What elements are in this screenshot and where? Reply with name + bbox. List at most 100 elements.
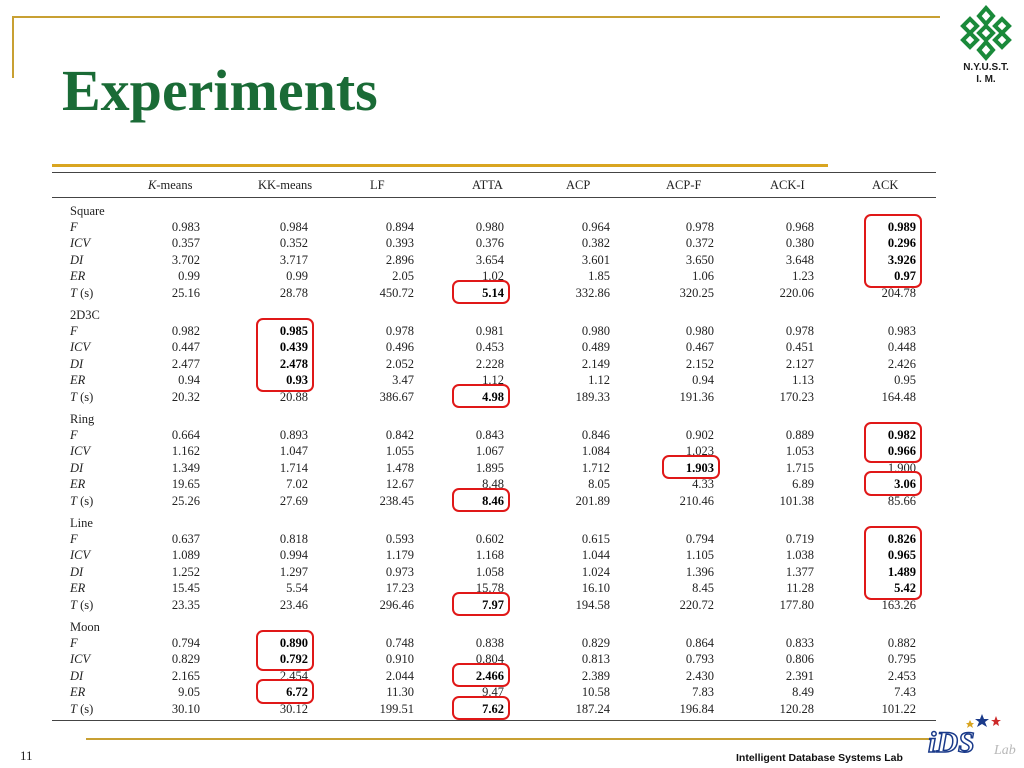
table-cell: 0.447 (171, 340, 200, 355)
table-cell: 4.98 (482, 389, 504, 404)
table-cell: 3.717 (279, 252, 308, 267)
metric-label: ER (70, 269, 86, 284)
table-cell: 10.58 (581, 685, 610, 700)
table-cell: 0.894 (385, 220, 414, 234)
table-cell: 0.982 (171, 324, 200, 338)
table-cell: 0.93 (286, 373, 308, 388)
table-cell: 2.478 (279, 356, 308, 371)
table-cell: 194.58 (575, 597, 610, 612)
table-cell: 2.391 (785, 668, 814, 683)
slide-title: Experiments (62, 58, 378, 123)
metric-label: T (s) (70, 597, 94, 612)
table-cell: 20.88 (279, 389, 308, 404)
table-cell: 0.453 (475, 340, 504, 355)
table-cell: 2.05 (392, 269, 414, 284)
table-cell: 0.372 (685, 236, 714, 251)
logo-text-line2: I. M. (976, 74, 996, 85)
table-cell: 0.489 (581, 340, 610, 355)
best-value-highlight (662, 454, 720, 480)
table-cell: 1.084 (581, 444, 610, 459)
table-cell: 5.42 (894, 581, 916, 596)
table-cell: 7.62 (482, 701, 504, 716)
metric-label: DI (70, 460, 84, 475)
table-cell: 0.989 (887, 220, 916, 234)
table-row: T (s) 30.10 30.12 199.51 7.62 187.24 196.84 120… (52, 702, 936, 718)
table-row: ER 19.65 7.02 12.67 8.48 8.05 4.33 6.89 3.06 (52, 477, 936, 493)
column-header: K-means (148, 178, 193, 192)
table-cell: 0.99 (178, 269, 200, 284)
metric-label: T (s) (70, 389, 94, 404)
metric-label: ICV (70, 444, 91, 459)
table-cell: 0.602 (475, 532, 504, 546)
table-cell: 9.05 (178, 685, 200, 700)
table-cell: 7.43 (894, 685, 916, 700)
table-cell: 0.806 (785, 652, 814, 667)
table-cell: 0.818 (279, 532, 308, 546)
table-cell: 1.055 (385, 444, 414, 459)
table-cell: 1.377 (785, 564, 814, 579)
table-cell: 0.615 (581, 532, 610, 546)
table-cell: 0.382 (581, 236, 610, 251)
table-cell: 177.80 (779, 597, 814, 612)
column-header: ACK-I (770, 178, 805, 192)
table-cell: 1.715 (785, 460, 814, 475)
table-cell: 191.36 (679, 389, 714, 404)
table-cell: 0.893 (279, 428, 308, 442)
table-cell: 3.702 (171, 252, 200, 267)
best-value-highlight (256, 318, 314, 392)
metric-label: DI (70, 668, 84, 683)
table-cell: 0.966 (887, 444, 916, 459)
table-cell: 189.33 (575, 389, 610, 404)
table-cell: 1.06 (692, 269, 714, 284)
table-cell: 0.980 (581, 324, 610, 338)
best-value-highlight (452, 695, 510, 720)
metric-label: F (70, 636, 78, 650)
table-cell: 2.477 (171, 356, 200, 371)
table-cell: 2.127 (785, 356, 814, 371)
table-row: F 0.794 0.890 0.748 0.838 0.829 0.864 0.833 0.88… (52, 636, 936, 652)
table-row: ICV 1.089 0.994 1.179 1.168 1.044 1.105 1.038 0.… (52, 548, 936, 564)
table-cell: 0.376 (475, 236, 504, 251)
table-row: DI 2.165 2.454 2.044 2.466 2.389 2.430 2.391 2.4… (52, 669, 936, 685)
table-cell: 0.792 (279, 652, 308, 667)
table-cell: 1.714 (279, 460, 308, 475)
table-cell: 1.105 (685, 548, 714, 563)
table-cell: 0.973 (385, 564, 414, 579)
table-cell: 0.99 (286, 269, 308, 284)
column-header: LF (370, 178, 385, 192)
logo-text-line1: N.Y.U.S.T. (963, 62, 1009, 73)
table-cell: 2.149 (581, 356, 610, 371)
table-cell: 163.26 (881, 597, 916, 612)
table-cell: 3.650 (685, 252, 714, 267)
table-row: T (s) 25.26 27.69 238.45 8.46 201.89 210.46 101… (52, 494, 936, 510)
metric-label: ER (70, 477, 86, 492)
table-cell: 1.067 (475, 444, 504, 459)
table-cell: 0.982 (887, 428, 916, 442)
table-cell: 164.48 (881, 389, 916, 404)
snowflake-logo-icon (960, 4, 1012, 62)
table-row: T (s) 20.32 20.88 386.67 4.98 189.33 191.36 170… (52, 390, 936, 406)
best-value-highlight (864, 471, 922, 496)
dataset-group-title: 2D3C (70, 308, 100, 322)
table-cell: 0.842 (385, 428, 414, 442)
best-value-highlight (452, 591, 510, 616)
table-cell: 450.72 (379, 285, 414, 300)
table-cell: 1.396 (685, 564, 714, 579)
dataset-group-title: Moon (70, 620, 100, 634)
table-row: F 0.982 0.985 0.978 0.981 0.980 0.980 0.978 0.98… (52, 324, 936, 340)
table-cell: 1.85 (588, 269, 610, 284)
table-cell: 2.453 (887, 668, 916, 683)
table-cell: 0.794 (171, 636, 200, 650)
table-cell: 23.46 (279, 597, 308, 612)
table-cell: 0.984 (279, 220, 308, 234)
table-cell: 0.968 (785, 220, 814, 234)
frame-vertical-line (12, 16, 14, 78)
table-cell: 6.89 (792, 477, 814, 492)
table-cell: 1.297 (279, 564, 308, 579)
table-cell: 0.978 (385, 324, 414, 338)
table-cell: 1.168 (475, 548, 504, 563)
table-cell: 0.843 (475, 428, 504, 442)
table-cell: 0.448 (887, 340, 916, 355)
table-row: ER 0.99 0.99 2.05 1.02 1.85 1.06 1.23 0.97 (52, 269, 936, 285)
table-cell: 1.044 (581, 548, 610, 563)
